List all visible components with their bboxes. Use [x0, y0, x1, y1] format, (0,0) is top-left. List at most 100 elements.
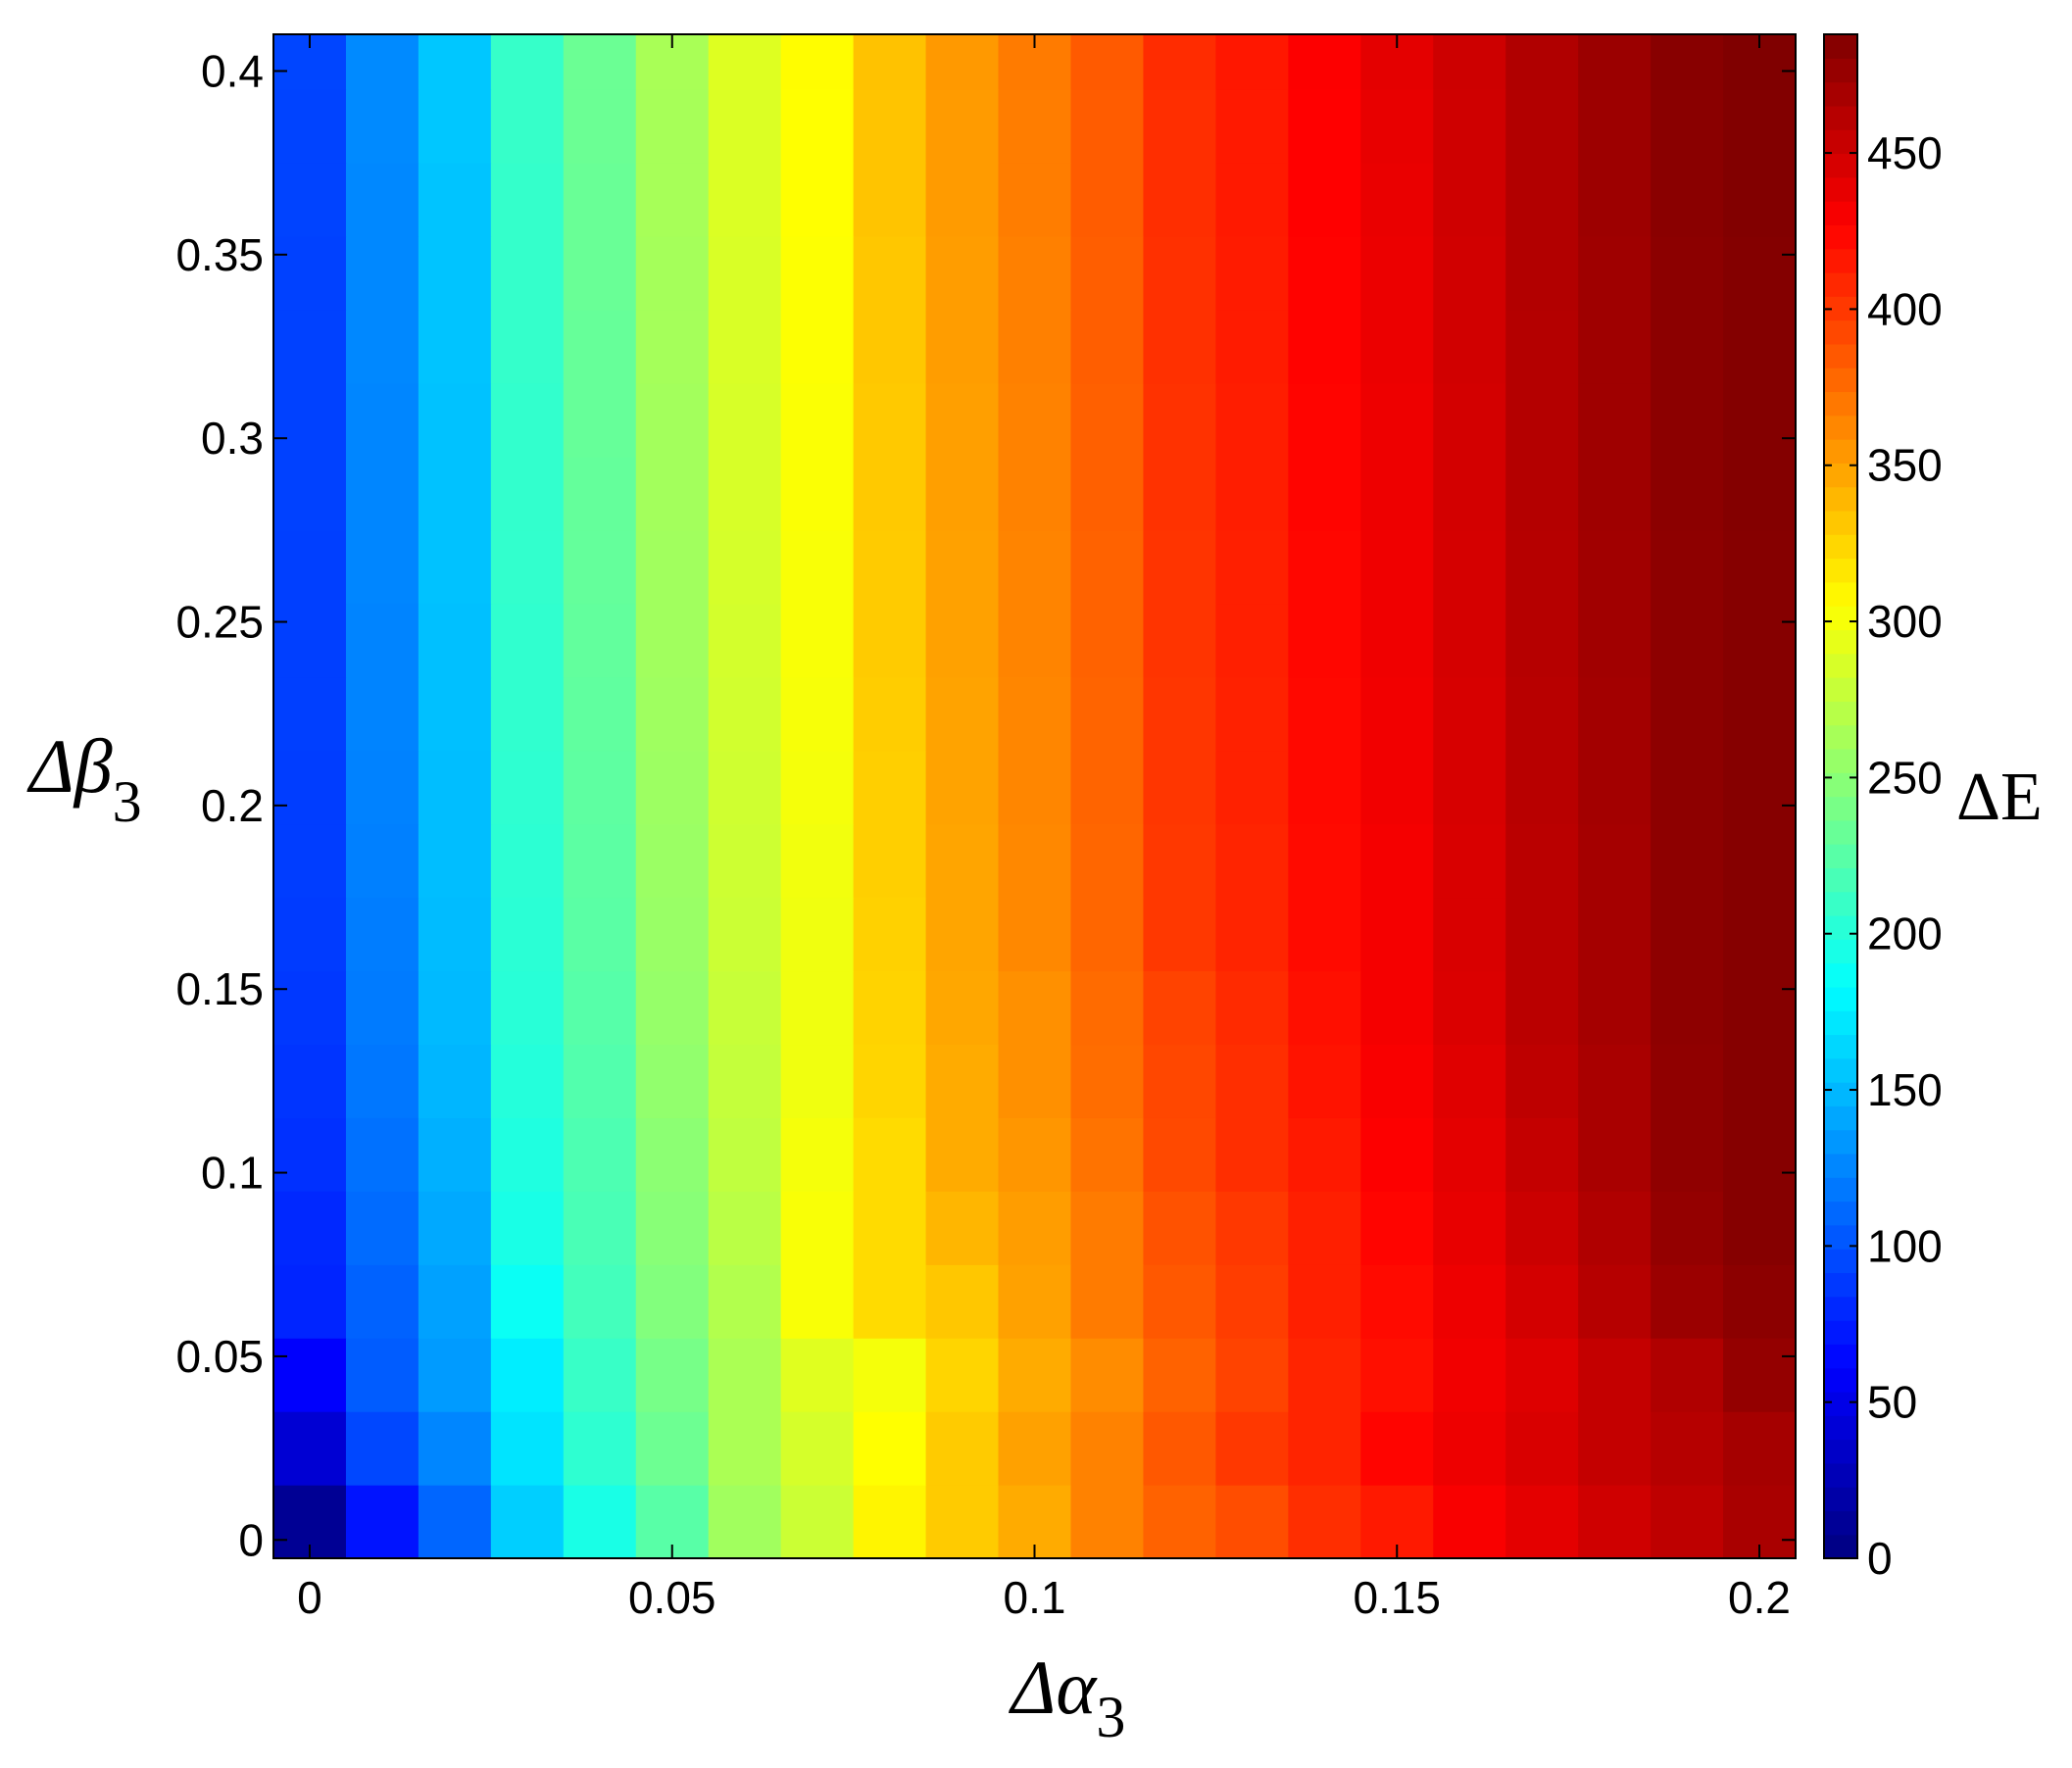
colorbar-tick-label: 450: [1867, 127, 1943, 178]
heatmap-cell: [925, 676, 1000, 752]
colorbar-tick-label: 50: [1867, 1377, 1917, 1428]
heatmap-cell: [998, 1191, 1072, 1265]
heatmap-cell: [418, 456, 492, 531]
colorbar-band: [1824, 1534, 1857, 1559]
heatmap-cell: [1070, 603, 1145, 678]
heatmap-cell: [1651, 750, 1724, 825]
heatmap-cell: [1578, 89, 1652, 164]
heatmap-cell: [1143, 529, 1216, 605]
heatmap-cell: [1433, 1411, 1506, 1486]
heatmap-cell: [1288, 236, 1361, 311]
heatmap-cell: [273, 382, 347, 458]
heatmap-cell: [563, 1485, 637, 1559]
heatmap-cell: [490, 382, 565, 458]
heatmap-cell: [1651, 1338, 1724, 1412]
colorbar-ticks: 0 50 100 150 200 250 300 350 400 450: [1824, 127, 1943, 1584]
heatmap-cell: [1578, 1485, 1652, 1559]
heatmap-cell: [1070, 1191, 1145, 1265]
colorbar-band: [1824, 1439, 1857, 1464]
heatmap-cell: [1433, 382, 1506, 458]
heatmap-cell: [418, 529, 492, 605]
heatmap-cell: [780, 1191, 855, 1265]
heatmap-cell: [418, 1191, 492, 1265]
heatmap-cell: [1505, 1485, 1579, 1559]
heatmap-cell: [853, 89, 927, 164]
heatmap-cell: [853, 1044, 927, 1118]
heatmap-cell: [708, 1411, 782, 1486]
heatmap-cell: [635, 382, 710, 458]
heatmap-cell: [853, 750, 927, 825]
heatmap-cell: [1505, 1338, 1579, 1412]
heatmap-cell: [490, 676, 565, 752]
heatmap-cell: [418, 897, 492, 972]
heatmap-cell: [1433, 310, 1506, 384]
colorbar-band: [1824, 986, 1857, 1011]
colorbar-band: [1824, 105, 1857, 130]
colorbar-band: [1824, 1082, 1857, 1106]
heatmap-cell: [780, 750, 855, 825]
colorbar-band: [1824, 867, 1857, 893]
heatmap-cell: [1651, 1485, 1724, 1559]
heatmap-cell: [708, 897, 782, 972]
heatmap-cell: [345, 1264, 419, 1339]
heatmap-cell: [853, 1411, 927, 1486]
heatmap-cell: [925, 1485, 1000, 1559]
colorbar-band: [1824, 1391, 1857, 1416]
heatmap-cell: [1288, 1264, 1361, 1339]
colorbar-tick-label: 150: [1867, 1064, 1943, 1115]
heatmap-cell: [1723, 1264, 1797, 1339]
heatmap-cell: [1651, 897, 1724, 972]
y-tick-label: 0.25: [175, 597, 264, 648]
heatmap-cell: [345, 34, 419, 90]
heatmap-cell: [1215, 1411, 1289, 1486]
heatmap-cell: [1288, 89, 1361, 164]
heatmap-cell: [1505, 676, 1579, 752]
heatmap-cell: [563, 897, 637, 972]
heatmap-cell: [1651, 236, 1724, 311]
heatmap-cell: [1433, 1117, 1506, 1192]
heatmap-cell: [1143, 897, 1216, 972]
heatmap-cell: [273, 603, 347, 678]
heatmap-cell: [490, 1191, 565, 1265]
heatmap-cell: [1723, 456, 1797, 531]
heatmap-cell: [635, 603, 710, 678]
heatmap-cell: [1143, 603, 1216, 678]
heatmap-cell: [1723, 382, 1797, 458]
heatmap-cell: [708, 676, 782, 752]
colorbar-band: [1824, 34, 1857, 59]
heatmap-cell: [345, 163, 419, 237]
heatmap-cell: [853, 382, 927, 458]
heatmap-cell: [1723, 163, 1797, 237]
heatmap-cell: [345, 382, 419, 458]
heatmap-cell: [853, 823, 927, 899]
colorbar: [1824, 34, 1857, 1559]
heatmap-cell: [490, 970, 565, 1046]
heatmap-cell: [1505, 1411, 1579, 1486]
heatmap-cell: [1360, 1338, 1434, 1412]
colorbar-band: [1824, 819, 1857, 845]
heatmap-cell: [1288, 529, 1361, 605]
heatmap-cell: [1070, 236, 1145, 311]
heatmap-cell: [1433, 236, 1506, 311]
heatmap-cell: [273, 750, 347, 825]
heatmap-cell: [780, 897, 855, 972]
x-tick-label: 0.05: [628, 1572, 716, 1623]
heatmap-cell: [1360, 89, 1434, 164]
heatmap-cell: [1723, 1044, 1797, 1118]
heatmap-cell: [418, 1411, 492, 1486]
heatmap-cell: [1143, 89, 1216, 164]
heatmap-cell: [1651, 603, 1724, 678]
heatmap-cell: [345, 456, 419, 531]
heatmap-cell: [1723, 1338, 1797, 1412]
heatmap-cell: [708, 1044, 782, 1118]
colorbar-band: [1824, 939, 1857, 964]
heatmap-cell: [853, 1264, 927, 1339]
heatmap-cell: [1070, 1117, 1145, 1192]
heatmap-cell: [1578, 750, 1652, 825]
heatmap-cell: [345, 89, 419, 164]
heatmap-cell: [1215, 34, 1289, 90]
heatmap-cell: [1433, 603, 1506, 678]
heatmap-cell: [563, 1117, 637, 1192]
x-axis-label-subscript: 3: [1096, 1685, 1125, 1749]
